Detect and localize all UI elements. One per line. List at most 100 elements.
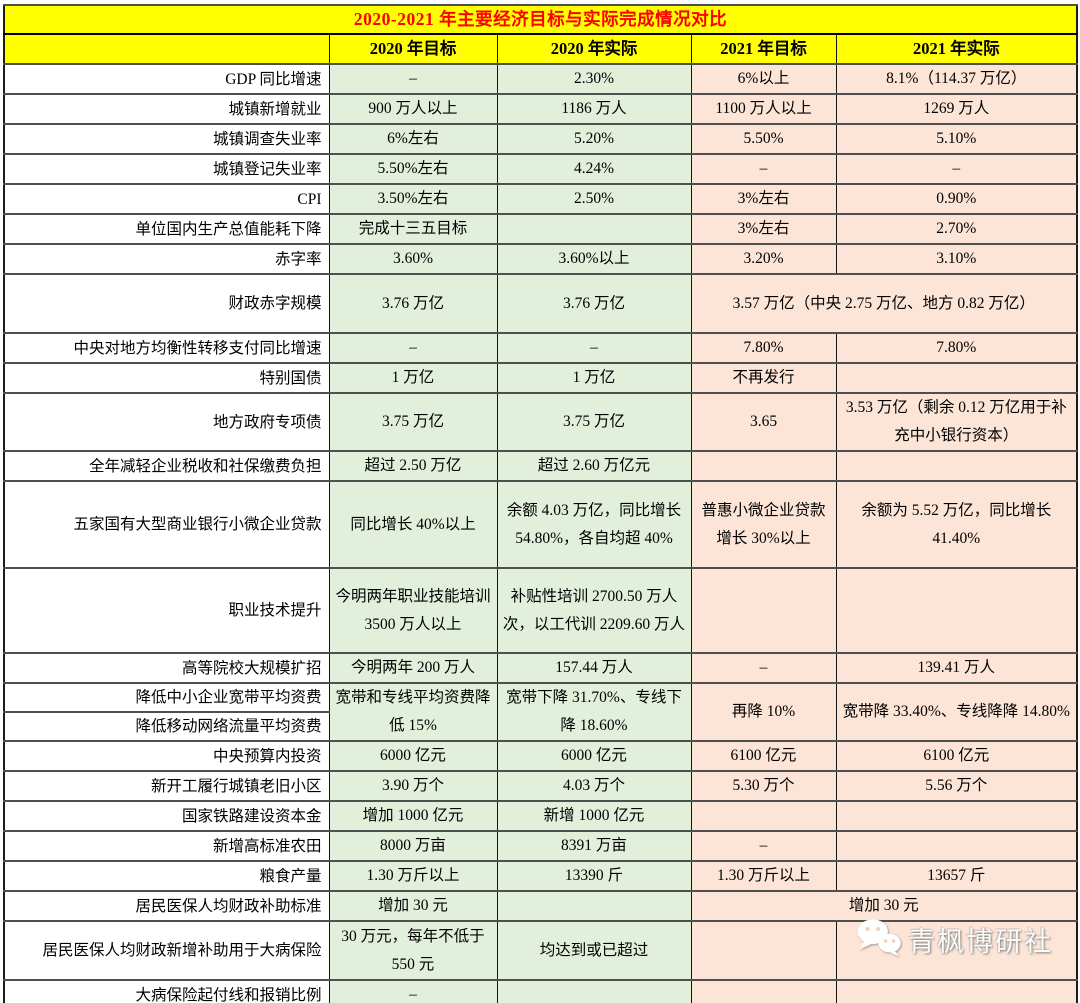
table-cell: [496, 979, 692, 1003]
table-row: 中央对地方均衡性转移支付同比增速 – –7.80% 7.80%: [3, 332, 1078, 364]
row-label: 职业技术提升: [3, 567, 330, 654]
table-cell: 2.50%: [496, 183, 692, 215]
table-cell: 7.80%: [835, 332, 1078, 364]
table-cell: –: [835, 153, 1078, 185]
row-label: 居民医保人均财政新增补助用于大病保险: [3, 920, 330, 981]
table-row: 高等院校大规模扩招 今明两年 200 万人 157.44 万人 –139.41 万人: [3, 652, 1078, 684]
row-label: 城镇调查失业率: [3, 123, 330, 155]
table-cell: 普惠小微企业贷款增长 30%以上: [690, 480, 837, 569]
table-cell: 补贴性培训 2700.50 万人次，以工代训 2209.60 万人: [496, 567, 692, 654]
table-cell: 1 万亿: [496, 362, 692, 394]
table-cell: 宽带降 33.40%、专线降降 14.80%: [835, 682, 1078, 742]
table-cell: 157.44 万人: [496, 652, 692, 684]
table-cell: 5.30 万个: [690, 770, 837, 802]
table-cell: 余额 4.03 万亿，同比增长 54.80%，各自均超 40%: [496, 480, 692, 569]
table-cell: 6%左右: [328, 123, 498, 155]
table-row: 单位国内生产总值能耗下降 完成十三五目标 3%左右 2.70%: [3, 213, 1078, 245]
table-cell: 8391 万亩: [496, 830, 692, 862]
table-row: 粮食产量 1.30 万斤以上 13390 斤 1.30 万斤以上 13657 斤: [3, 860, 1078, 892]
table-row: 居民医保人均财政补助标准 增加 30 元增加 30 元: [3, 890, 1078, 922]
table-cell: 6%以上: [690, 63, 837, 95]
watermark-text: 青枫博研社: [908, 927, 1053, 957]
row-label: 居民医保人均财政补助标准: [3, 890, 330, 922]
table-cell: [690, 800, 837, 832]
table-cell: 3.90 万个: [328, 770, 498, 802]
table-row: 中央预算内投资 6000 亿元 6000 亿元 6100 亿元 6100 亿元: [3, 740, 1078, 772]
header-cell: 2021 年实际: [835, 33, 1078, 65]
table-cell: 3.75 万亿: [328, 392, 498, 452]
table-row: 赤字率 3.60% 3.60%以上 3.20% 3.10%: [3, 243, 1078, 275]
row-label: 城镇登记失业率: [3, 153, 330, 185]
table-cell: 3.60%以上: [496, 243, 692, 275]
table-cell: 3.53 万亿（剩余 0.12 万亿用于补充中小银行资本）: [835, 392, 1078, 452]
table-cell: 6100 亿元: [690, 740, 837, 772]
table-cell: 6000 亿元: [496, 740, 692, 772]
table-cell: 4.03 万个: [496, 770, 692, 802]
table-cell: 宽带下降 31.70%、专线下降 18.60%: [496, 682, 692, 742]
header-cell: 2020 年目标: [328, 33, 498, 65]
table-cell: 3.50%左右: [328, 183, 498, 215]
table-cell: 3%左右: [690, 213, 837, 245]
table-cell: 5.20%: [496, 123, 692, 155]
table-row: CPI 3.50%左右 2.50% 3%左右 0.90%: [3, 183, 1078, 215]
table-cell: [690, 567, 837, 654]
row-label: 中央对地方均衡性转移支付同比增速: [3, 332, 330, 364]
table-cell: 0.90%: [835, 183, 1078, 215]
table-cell: 3.65: [690, 392, 837, 452]
row-label: 新增高标准农田: [3, 830, 330, 862]
table-cell: 8.1%（114.37 万亿）: [835, 63, 1078, 95]
table-cell: 13657 斤: [835, 860, 1078, 892]
table-row: 大病保险起付线和报销比例 –: [3, 979, 1078, 1003]
table-cell: 3.75 万亿: [496, 392, 692, 452]
table-cell: 3.10%: [835, 243, 1078, 275]
table-cell: 1.30 万斤以上: [690, 860, 837, 892]
table-cell: 139.41 万人: [835, 652, 1078, 684]
table-cell: –: [328, 979, 498, 1003]
table-cell: 13390 斤: [496, 860, 692, 892]
table-row: 地方政府专项债 3.75 万亿 3.75 万亿 3.65 3.53 万亿（剩余 0.12…: [3, 392, 1078, 452]
table-cell: 5.56 万个: [835, 770, 1078, 802]
table-row: 城镇调查失业率 6%左右 5.20% 5.50% 5.10%: [3, 123, 1078, 155]
row-label: 全年减轻企业税收和社保缴费负担: [3, 450, 330, 482]
table-cell: [835, 979, 1078, 1003]
row-label: 粮食产量: [3, 860, 330, 892]
table-cell: 8000 万亩: [328, 830, 498, 862]
table-cell: 5.50%: [690, 123, 837, 155]
row-label: CPI: [3, 183, 330, 215]
table-cell: 1100 万人以上: [690, 93, 837, 125]
table-cell: 5.50%左右: [328, 153, 498, 185]
title-row: 2020-2021 年主要经济目标与实际完成情况对比: [3, 4, 1078, 35]
table-cell: 2.30%: [496, 63, 692, 95]
table-cell: 3%左右: [690, 183, 837, 215]
row-label: 大病保险起付线和报销比例: [3, 979, 330, 1003]
table-cell: [496, 213, 692, 245]
table-cell: 超过 2.50 万亿: [328, 450, 498, 482]
table-row: 新增高标准农田 8000 万亩 8391 万亩 –: [3, 830, 1078, 862]
table-cell: [690, 920, 837, 981]
row-label: 高等院校大规模扩招: [3, 652, 330, 684]
table-row: 降低移动网络流量平均资费: [3, 711, 1077, 742]
table-cell: 3.20%: [690, 243, 837, 275]
table-cell: 4.24%: [496, 153, 692, 185]
table-cell: [835, 362, 1078, 394]
table-cell: [690, 979, 837, 1003]
table-row: 城镇登记失业率 5.50%左右 4.24% – –: [3, 153, 1078, 185]
table-cell: 同比增长 40%以上: [328, 480, 498, 569]
watermark: 青枫博研社: [856, 916, 1053, 963]
table-cell: –: [328, 63, 498, 95]
table-cell: 5.10%: [835, 123, 1078, 155]
table-cell: –: [328, 332, 498, 364]
table-row: 五家国有大型商业银行小微企业贷款 同比增长 40%以上 余额 4.03 万亿，同比增…: [3, 480, 1078, 569]
table-cell: 增加 30 元: [328, 890, 498, 922]
table-cell: [835, 567, 1078, 654]
table-cell: [690, 450, 837, 482]
row-label: 城镇新增就业: [3, 93, 330, 125]
table-row: 全年减轻企业税收和社保缴费负担 超过 2.50 万亿 超过 2.60 万亿元: [3, 450, 1078, 482]
table-cell: 3.76 万亿: [328, 273, 498, 334]
table-row: 财政赤字规模 3.76 万亿 3.76 万亿 3.57 万亿（中央 2.75 万亿、地…: [3, 273, 1078, 334]
table-row: 新开工履行城镇老旧小区 3.90 万个 4.03 万个 5.30 万个 5.56 万个: [3, 770, 1078, 802]
row-label: 五家国有大型商业银行小微企业贷款: [3, 480, 330, 569]
table-cell: 2.70%: [835, 213, 1078, 245]
table-cell: 900 万人以上: [328, 93, 498, 125]
table-cell: [496, 890, 692, 922]
